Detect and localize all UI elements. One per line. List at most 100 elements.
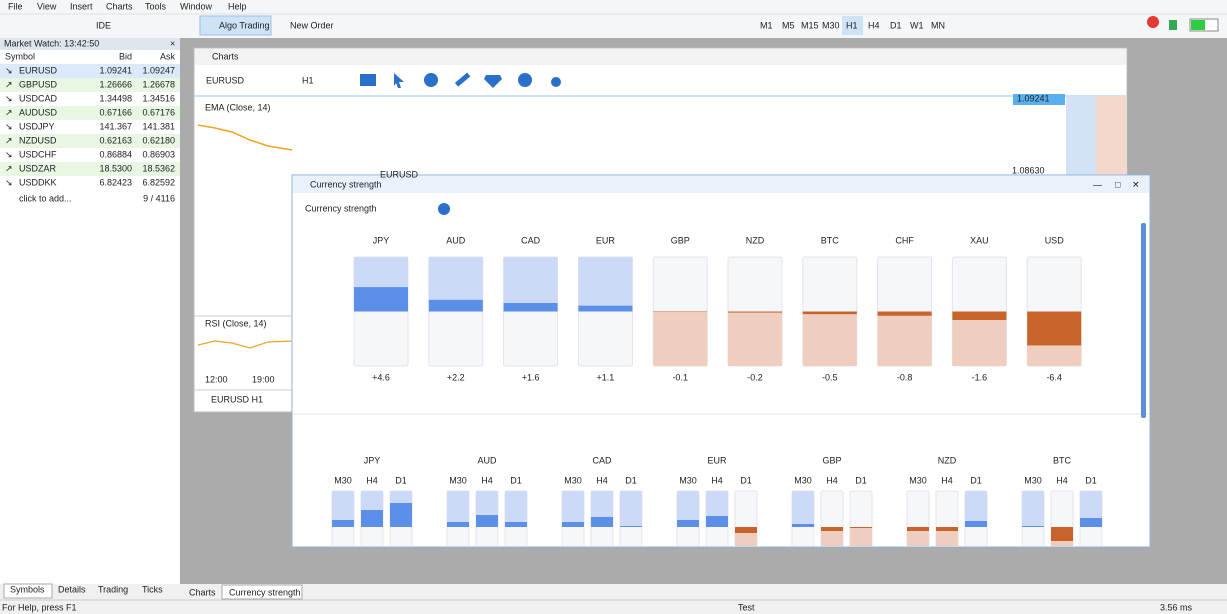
strength-value: -0.2 [747,372,763,382]
card-fill [792,491,814,527]
timeframe-button[interactable]: D1 [890,20,902,30]
currency-name: CAD [521,235,541,245]
window-tab[interactable]: Charts [189,587,216,597]
watch-row[interactable] [0,120,180,134]
price-label: 1.09241 [1017,93,1050,103]
panel-tab[interactable]: Ticks [142,584,163,594]
strength-cards: JPY +4.6 AUD +2.2 CAD +1.6 EUR +1.1 GBP -0.1 NZD -0… [353,235,1082,382]
icon[interactable] [484,75,502,88]
timeframe-button[interactable]: W1 [910,20,924,30]
icon[interactable] [454,72,471,87]
menu-item[interactable]: Tools [145,1,167,11]
direction-arrow: ↗ [5,107,13,117]
strength-bar [591,517,613,527]
indicator-label: RSI (Close, 14) [205,318,267,328]
card-fill [620,491,642,527]
watch-row[interactable] [0,92,180,106]
menu-item[interactable]: Help [228,1,247,11]
add-symbol[interactable]: click to add... [19,193,72,203]
icon[interactable] [518,73,532,87]
panel-tab[interactable]: Details [58,584,86,594]
timeframe-label: H4 [1056,475,1068,485]
window-tab[interactable]: Currency strength [229,587,301,597]
watch-row[interactable] [0,78,180,92]
bid: 0.67166 [99,107,132,117]
icon[interactable] [551,77,561,87]
maximize-button[interactable]: □ [1115,179,1121,189]
watch-row[interactable] [0,162,180,176]
settings-icon[interactable] [438,203,450,215]
watch-row[interactable] [0,176,180,190]
timeframe-button[interactable]: M15 [801,20,819,30]
icon[interactable] [360,74,376,86]
timeframe-button[interactable]: M30 [822,20,840,30]
icon[interactable] [424,73,438,87]
algo-trading-label[interactable]: Algo Trading [219,20,270,30]
strength-bar [792,524,814,527]
card-fill [802,311,857,366]
strength-bar [677,520,699,527]
timeframe-button[interactable]: H4 [868,20,880,30]
timeframe-label: H4 [711,475,723,485]
currency-name: CAD [592,455,612,465]
column-header: Bid [119,51,132,61]
timeframe-label: H4 [366,475,378,485]
algo-trading-button[interactable] [199,15,272,36]
menu-item[interactable]: Window [180,1,213,11]
window-titlebar [195,49,1126,65]
heading: Currency strength [305,203,377,213]
strength-bar [354,287,408,312]
signal-icon [1169,20,1177,30]
ide-button[interactable]: IDE [96,20,111,30]
menu-item[interactable]: View [37,1,57,11]
battery-level [1191,20,1205,30]
new-order-label[interactable]: New Order [290,20,334,30]
strength-value: +1.1 [597,372,615,382]
panel-tab[interactable]: Trading [98,584,128,594]
menu-item[interactable]: Charts [106,1,133,11]
currency-name: NZD [938,455,957,465]
timeframe-button[interactable]: MN [931,20,945,30]
direction-arrow: ↘ [5,149,13,159]
strength-value: +4.6 [372,372,390,382]
timeframe-button[interactable]: H1 [846,20,858,30]
close-button[interactable]: × [170,38,175,48]
watch-row[interactable] [0,148,180,162]
card-fill [952,311,1007,366]
strength-bar [332,520,354,527]
timeframe-button[interactable]: M5 [782,20,795,30]
icon[interactable] [394,73,404,88]
watch-row[interactable] [0,64,180,78]
currency-name: GBP [671,235,690,245]
watch-row[interactable] [0,134,180,148]
direction-arrow: ↘ [5,93,13,103]
card-fill [877,311,932,366]
bid: 0.86884 [99,149,132,159]
timeframe-label: H4 [941,475,953,485]
symbol: USDCHF [19,149,57,159]
menu-item[interactable]: File [8,1,23,11]
currency-name: GBP [822,455,841,465]
timeframe-button[interactable]: M1 [760,20,773,30]
watch-row[interactable] [0,106,180,120]
minimize-button[interactable]: — [1093,179,1102,189]
close-button[interactable]: ✕ [1132,179,1140,189]
card-fill [503,257,558,312]
column-header: Ask [160,51,176,61]
chart-tab[interactable]: EURUSD H1 [211,394,263,404]
menu-item[interactable]: Insert [70,1,93,11]
notification-badge[interactable] [1147,16,1159,28]
direction-arrow: ↘ [5,121,13,131]
strength-bar [877,311,932,316]
timeframe-label: D1 [970,475,982,485]
timeframe-label: D1 [510,475,522,485]
panel-tab[interactable]: Symbols [10,584,45,594]
window-title: Charts [212,51,239,61]
chart-toolbar-icons [360,72,561,88]
card-fill [907,527,929,546]
scrollbar[interactable] [1141,223,1146,418]
chart-watermark: EURUSD [380,169,419,179]
currency-name: XAU [970,235,989,245]
timeframe-label: M30 [679,475,697,485]
strength-bar [390,503,412,527]
